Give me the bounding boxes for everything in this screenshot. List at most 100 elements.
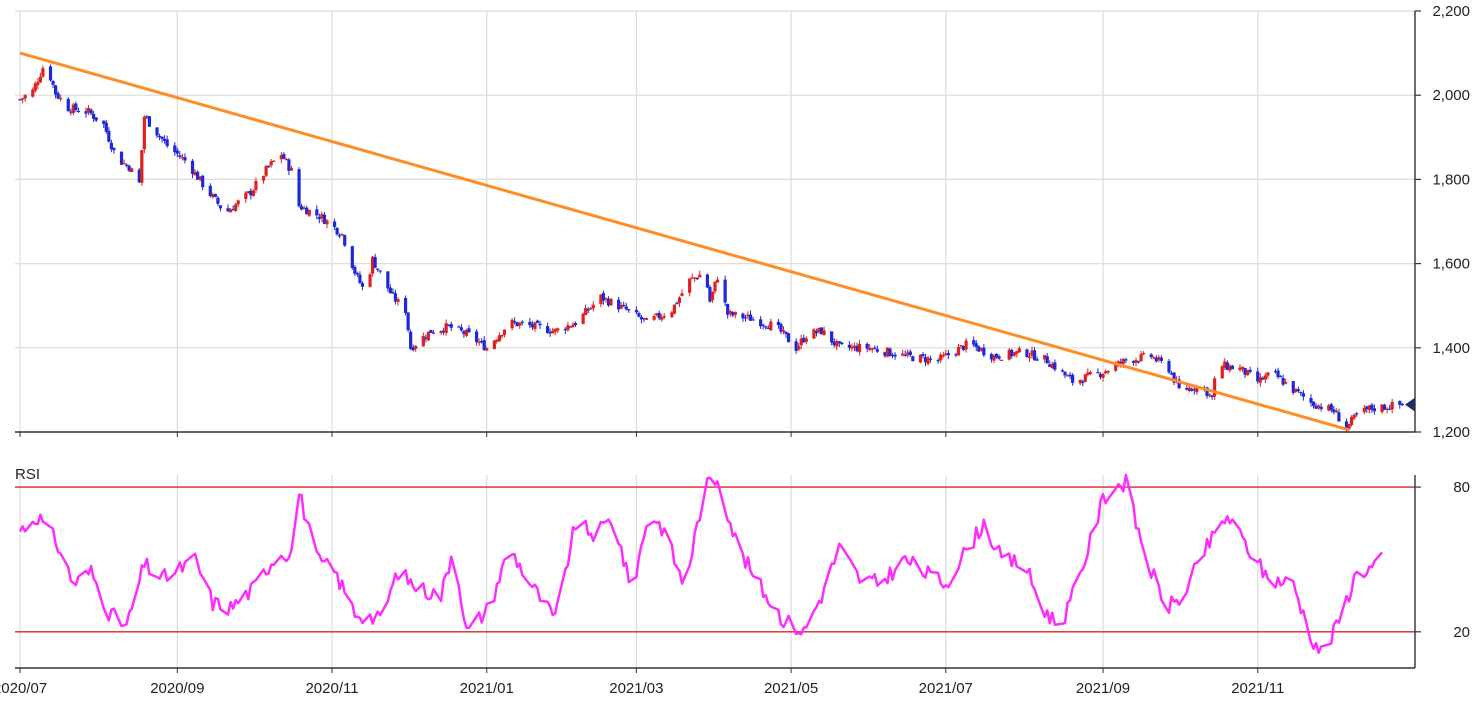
candle-body <box>1134 360 1138 363</box>
candle-body <box>287 159 291 171</box>
candle-body <box>1205 387 1209 397</box>
candle-body <box>599 294 603 305</box>
candle-body <box>766 327 770 330</box>
candle-body <box>994 353 999 358</box>
candle-body <box>376 268 380 270</box>
candle-body <box>627 309 631 311</box>
candle-body <box>591 304 595 309</box>
candle-body <box>941 354 945 357</box>
candle-body <box>690 277 694 279</box>
candle-body <box>396 298 400 302</box>
candle-body <box>926 357 930 364</box>
candle-body <box>1311 401 1316 406</box>
candle-body <box>130 168 134 173</box>
candle-body <box>819 327 824 335</box>
x-tick-label: 2021/09 <box>1076 680 1130 697</box>
candle-body <box>1213 378 1217 397</box>
candle-body <box>353 266 357 274</box>
candle-body <box>1142 353 1146 355</box>
candle-body <box>903 354 907 356</box>
candle-body <box>249 190 253 196</box>
candle-body <box>604 298 608 300</box>
candle-body <box>1048 364 1052 367</box>
candle-body <box>403 297 408 313</box>
candle-body <box>974 343 978 347</box>
candle-body <box>94 117 98 121</box>
candle-body <box>1299 391 1303 394</box>
candle-body <box>781 330 786 332</box>
candle-body <box>1367 405 1371 410</box>
x-tick-label: 2021/01 <box>460 680 514 697</box>
candle-body <box>201 175 205 188</box>
candle-body <box>1263 375 1267 380</box>
candle-body <box>74 103 78 110</box>
candle-body <box>589 308 593 310</box>
candle-body <box>449 323 453 328</box>
x-tick-label: 2021/05 <box>764 680 818 697</box>
candle-body <box>1362 407 1366 413</box>
candle-body <box>946 352 950 356</box>
candle-body <box>297 169 301 207</box>
candle-body <box>1096 372 1100 374</box>
candle-body <box>18 99 22 101</box>
candle-body <box>642 318 646 320</box>
candle-body <box>426 331 431 341</box>
candle-body <box>155 127 159 136</box>
candle-body <box>1065 375 1070 377</box>
candle-body <box>1370 404 1374 410</box>
candle-body <box>226 208 230 212</box>
candle-body <box>495 339 499 342</box>
candle-body <box>680 293 684 296</box>
candle-body <box>586 309 590 311</box>
candle-body <box>546 326 550 334</box>
candle-body <box>1169 373 1174 375</box>
candle-body <box>358 274 362 283</box>
candle-body <box>1400 403 1404 406</box>
candle-body <box>551 330 555 334</box>
x-tick-label: 2021/07 <box>919 680 973 697</box>
candle-body <box>173 145 177 153</box>
price-y-tick-label: 1,400 <box>1432 340 1470 357</box>
candle-body <box>1344 421 1349 430</box>
candle-body <box>1256 371 1260 382</box>
candle-body <box>513 320 517 323</box>
candle-body <box>764 326 768 328</box>
candle-body <box>307 209 311 216</box>
candle-body <box>1086 372 1090 375</box>
candle-body <box>883 352 887 356</box>
candle-body <box>751 319 755 321</box>
candle-body <box>69 111 73 113</box>
candle-body <box>76 110 81 113</box>
candle-body <box>211 194 215 198</box>
candle-body <box>208 185 212 196</box>
candle-body <box>1349 416 1354 425</box>
rsi-line <box>18 473 1383 655</box>
candle-body <box>305 207 309 215</box>
candle-body <box>299 206 304 210</box>
candle-body <box>639 316 644 320</box>
candle-body <box>868 347 872 350</box>
candle-body <box>655 313 659 316</box>
candle-body <box>140 150 144 183</box>
candle-body <box>857 344 862 353</box>
candle-body <box>388 287 392 294</box>
candle-body <box>267 165 271 168</box>
candle-body <box>908 351 912 356</box>
candle-body <box>340 233 344 236</box>
candle-body <box>982 347 986 356</box>
candle-body <box>1225 362 1229 370</box>
candle-body <box>1159 357 1163 361</box>
candle-body <box>178 155 182 157</box>
candle-body <box>1060 370 1065 372</box>
candle-body <box>979 348 983 351</box>
candle-body <box>624 306 628 310</box>
candle-body <box>1382 404 1387 410</box>
candle-body <box>675 303 679 305</box>
candle-body <box>165 139 169 147</box>
candle-body <box>360 283 365 287</box>
candle-body <box>119 151 124 165</box>
candle-body <box>1177 379 1181 389</box>
candle-body <box>1195 386 1199 393</box>
candle-body <box>875 349 879 352</box>
candle-body <box>1157 357 1161 360</box>
